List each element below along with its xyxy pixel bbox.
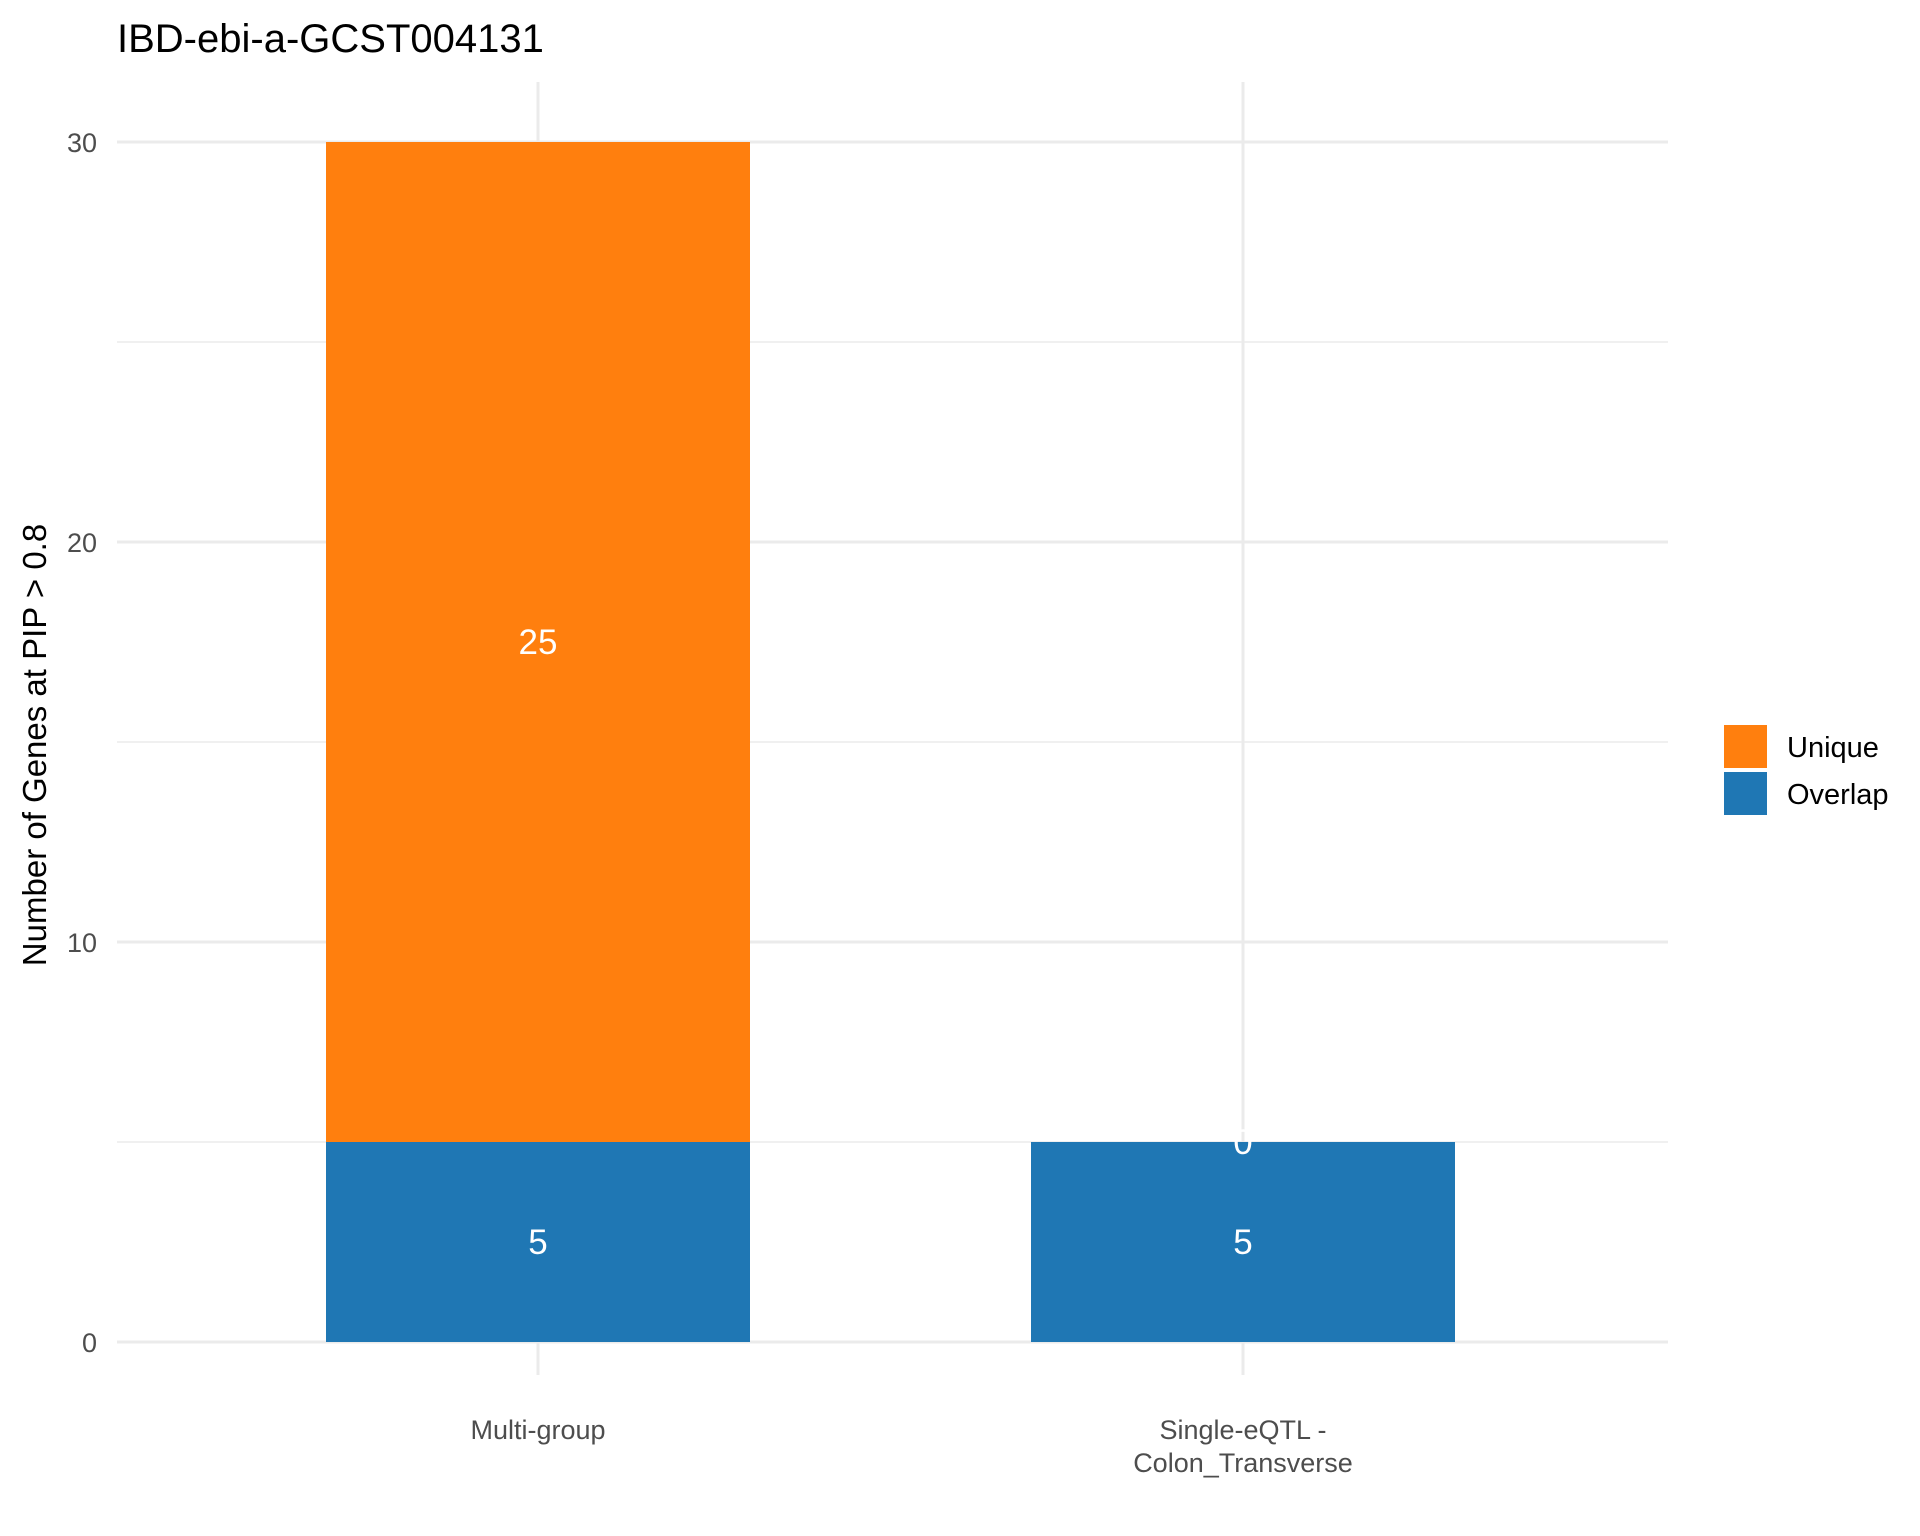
- y-axis-ticks: 0 10 20 30: [67, 128, 97, 1358]
- y-tick-label-0: 0: [82, 1328, 97, 1358]
- bar-overlap-1: [1031, 1142, 1455, 1342]
- bar-label-overlap-1: 5: [1233, 1223, 1252, 1262]
- y-tick-label-1: 10: [67, 928, 97, 958]
- bar-overlap-0: [326, 1142, 750, 1342]
- bar-label-unique-1: 0: [1233, 1123, 1252, 1162]
- legend-label-unique: Unique: [1787, 732, 1879, 764]
- legend: Unique Overlap: [1724, 725, 1889, 815]
- bar-label-unique-0: 25: [519, 623, 558, 662]
- x-tick-label-0: Multi-group: [470, 1415, 605, 1445]
- chart-title: IBD-ebi-a-GCST004131: [117, 17, 544, 61]
- y-axis-title: Number of Genes at PIP > 0.8: [16, 524, 53, 966]
- bar-labels: 5 25 5 0: [519, 623, 1253, 1262]
- legend-key-unique: [1724, 725, 1767, 768]
- bars: [326, 142, 1455, 1342]
- y-tick-label-3: 30: [67, 128, 97, 158]
- bar-label-overlap-0: 5: [528, 1223, 547, 1262]
- y-tick-label-2: 20: [67, 528, 97, 558]
- legend-key-overlap: [1724, 772, 1767, 815]
- bar-unique-0: [326, 142, 750, 1142]
- x-axis-ticks: Multi-group Single-eQTL -Colon_Transverse: [470, 1415, 1352, 1478]
- x-tick-label-1: Single-eQTL -Colon_Transverse: [1133, 1415, 1353, 1478]
- legend-label-overlap: Overlap: [1787, 779, 1889, 811]
